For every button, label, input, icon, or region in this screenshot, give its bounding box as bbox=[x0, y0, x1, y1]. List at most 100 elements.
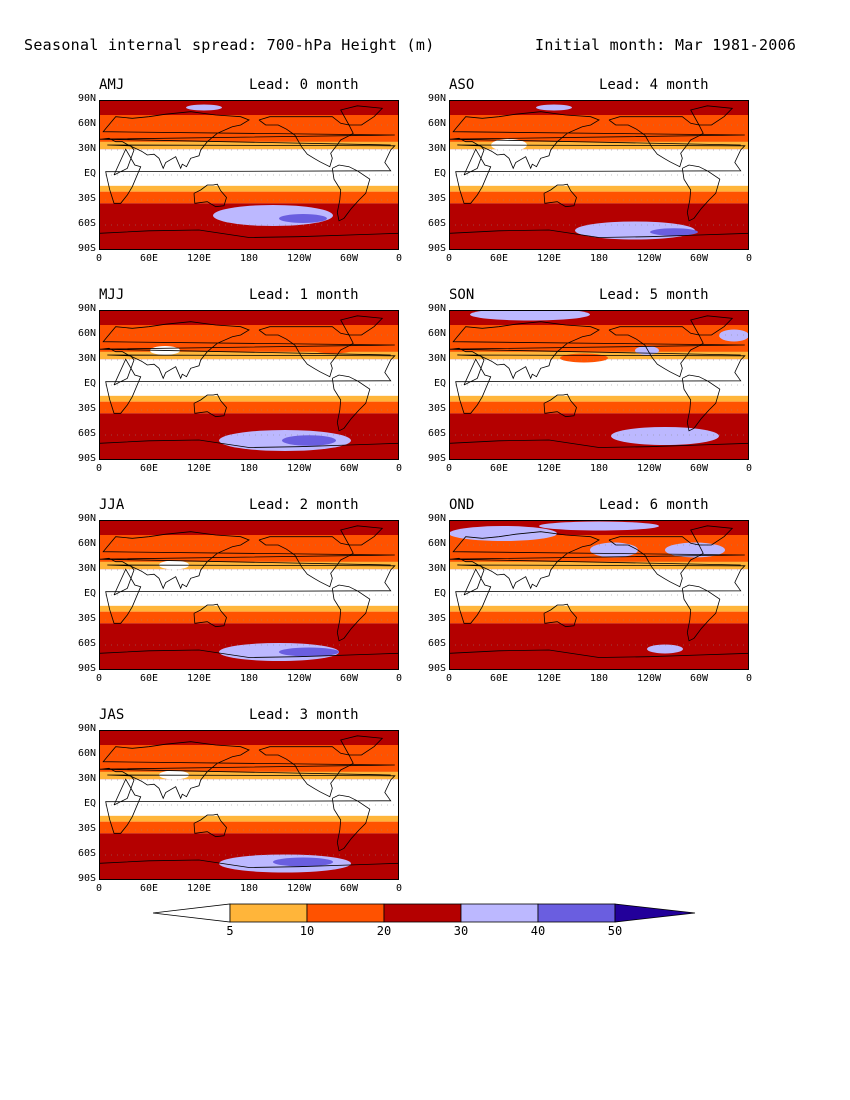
map-jas bbox=[99, 730, 399, 880]
colorbar-level-label: 20 bbox=[376, 924, 392, 938]
contour-band bbox=[99, 235, 399, 250]
coastline bbox=[690, 105, 734, 126]
coastline bbox=[543, 183, 577, 208]
panel-season-label: JAS bbox=[99, 707, 125, 723]
coastline bbox=[681, 374, 721, 432]
lat-tick-label: 30N bbox=[77, 143, 96, 154]
lat-tick-label: EQ bbox=[433, 588, 446, 599]
contour-band bbox=[99, 359, 399, 396]
contour-band bbox=[99, 821, 399, 834]
colorbar-swatch bbox=[537, 903, 616, 923]
lon-tick-label: 60E bbox=[489, 253, 509, 264]
coastline bbox=[99, 741, 395, 800]
panel-lead-label: Lead: 3 month bbox=[249, 707, 359, 723]
contour-band bbox=[99, 815, 399, 822]
coastline bbox=[449, 439, 749, 448]
panel-lead-label: Lead: 5 month bbox=[599, 287, 709, 303]
map-frame bbox=[449, 100, 749, 250]
contour-band bbox=[99, 605, 399, 612]
panel-lead-label: Lead: 1 month bbox=[249, 287, 359, 303]
contour-band bbox=[449, 185, 749, 192]
lon-tick-label: 180 bbox=[589, 463, 609, 474]
contour-region bbox=[449, 526, 557, 541]
contour-band bbox=[99, 569, 399, 606]
lon-tick-label: 120E bbox=[186, 883, 212, 894]
contour-band bbox=[99, 149, 399, 186]
coastline bbox=[258, 536, 354, 588]
lon-tick-label: 0 bbox=[395, 463, 403, 474]
coastline bbox=[690, 315, 734, 336]
lat-tick-label: 90S bbox=[427, 453, 446, 464]
lon-tick-label: 180 bbox=[589, 253, 609, 264]
lon-tick-label: 0 bbox=[95, 673, 103, 684]
lat-tick-label: 60N bbox=[427, 328, 446, 339]
contour-region bbox=[500, 416, 548, 429]
contour-region bbox=[614, 631, 674, 640]
figure-title: Seasonal internal spread: 700-hPa Height… bbox=[24, 36, 435, 54]
lon-tick-label: 120W bbox=[286, 463, 312, 474]
coastline bbox=[608, 116, 704, 168]
lat-tick-label: 90N bbox=[77, 93, 96, 104]
lat-tick-label: 60N bbox=[77, 328, 96, 339]
coastline bbox=[99, 111, 395, 170]
colorbar-svg bbox=[153, 903, 696, 923]
coastline bbox=[331, 584, 371, 642]
contour-region bbox=[665, 542, 725, 558]
lat-tick-label: 90S bbox=[427, 663, 446, 674]
contour-region bbox=[539, 521, 659, 531]
lat-tick-label: 60N bbox=[427, 538, 446, 549]
panel-season-label: ASO bbox=[449, 77, 475, 93]
lon-tick-label: 120W bbox=[286, 253, 312, 264]
lon-tick-label: 60W bbox=[689, 253, 709, 264]
contour-region bbox=[536, 104, 572, 111]
lat-tick-label: EQ bbox=[433, 378, 446, 389]
coastline bbox=[193, 393, 227, 418]
contour-region bbox=[593, 124, 653, 136]
map-frame bbox=[99, 310, 399, 460]
coastline bbox=[449, 111, 745, 170]
coastline bbox=[99, 531, 395, 590]
contour-band bbox=[99, 185, 399, 192]
lat-tick-label: EQ bbox=[83, 378, 96, 389]
coastline bbox=[258, 326, 354, 378]
panel-lead-label: Lead: 2 month bbox=[249, 497, 359, 513]
lon-tick-label: 60E bbox=[139, 253, 159, 264]
contour-region bbox=[315, 757, 363, 769]
coastline bbox=[681, 584, 721, 642]
lon-tick-label: 120E bbox=[186, 463, 212, 474]
lat-tick-label: 30S bbox=[77, 823, 96, 834]
coastline bbox=[193, 603, 227, 628]
contour-region bbox=[186, 104, 222, 111]
lon-tick-label: 180 bbox=[239, 673, 259, 684]
lat-tick-label: 30N bbox=[427, 143, 446, 154]
lon-tick-label: 120W bbox=[636, 253, 662, 264]
contour-region bbox=[279, 647, 339, 657]
map-frame bbox=[449, 310, 749, 460]
contour-region bbox=[279, 214, 327, 223]
map-amj bbox=[99, 100, 399, 250]
colorbar-low-arrow bbox=[153, 903, 231, 923]
lon-tick-label: 0 bbox=[745, 673, 753, 684]
colorbar-level-label: 5 bbox=[226, 924, 234, 938]
lat-tick-label: 30S bbox=[77, 613, 96, 624]
contour-band bbox=[99, 779, 399, 816]
lat-tick-label: 60N bbox=[427, 118, 446, 129]
lat-tick-label: 60N bbox=[77, 538, 96, 549]
contour-region bbox=[560, 353, 608, 363]
colorbar-level-label: 40 bbox=[530, 924, 546, 938]
lat-tick-label: 30S bbox=[77, 193, 96, 204]
colorbar-swatch bbox=[306, 903, 385, 923]
initial-month-label: Initial month: Mar 1981-2006 bbox=[535, 36, 797, 54]
contour-band bbox=[99, 395, 399, 402]
colorbar-high-arrow bbox=[614, 903, 696, 923]
lon-tick-label: 0 bbox=[745, 253, 753, 264]
lon-tick-label: 0 bbox=[745, 463, 753, 474]
contour-region bbox=[282, 435, 336, 446]
lon-tick-label: 0 bbox=[95, 463, 103, 474]
lat-tick-label: 60S bbox=[77, 638, 96, 649]
contour-band bbox=[449, 569, 749, 606]
map-aso bbox=[449, 100, 749, 250]
contour-band bbox=[449, 149, 749, 186]
colorbar-level-label: 30 bbox=[453, 924, 469, 938]
coastline bbox=[105, 564, 396, 624]
